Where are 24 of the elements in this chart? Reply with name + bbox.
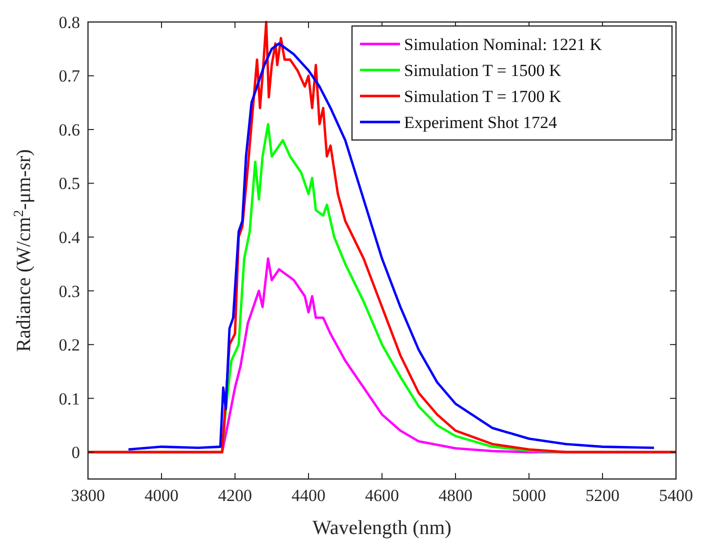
x-axis-title: Wavelength (nm) — [312, 517, 452, 539]
y-tick-label: 0 — [72, 443, 80, 462]
y-tick-label: 0.3 — [58, 282, 80, 301]
y-tick-label: 0.6 — [58, 120, 80, 140]
x-tick-label: 5000 — [512, 486, 546, 505]
x-tick-label: 4800 — [438, 486, 472, 505]
x-tick-label: 4600 — [365, 486, 399, 505]
legend-label: Experiment Shot 1724 — [404, 112, 558, 132]
line-series — [86, 20, 678, 454]
legend-label: Simulation Nominal: 1221 K — [404, 34, 603, 54]
y-tick-label: 0.5 — [58, 174, 80, 194]
x-tick-label: 5200 — [586, 486, 620, 505]
x-tick-label: 4400 — [292, 486, 326, 505]
legend-label: Simulation T = 1700 K — [404, 86, 562, 106]
y-tick-label: 0.8 — [58, 12, 80, 32]
y-tick-label: 0.4 — [58, 228, 80, 248]
y-tick-label: 0.2 — [58, 336, 80, 355]
y-tick-label: 0.7 — [58, 66, 80, 86]
x-tick-label: 5400 — [659, 486, 693, 505]
legend-label: Simulation T = 1500 K — [404, 60, 562, 80]
y-tick-label: 0.1 — [58, 389, 80, 408]
x-tick-label: 4200 — [218, 486, 252, 505]
x-tick-label: 3800 — [71, 486, 105, 505]
x-tick-label: 4000 — [144, 486, 178, 505]
